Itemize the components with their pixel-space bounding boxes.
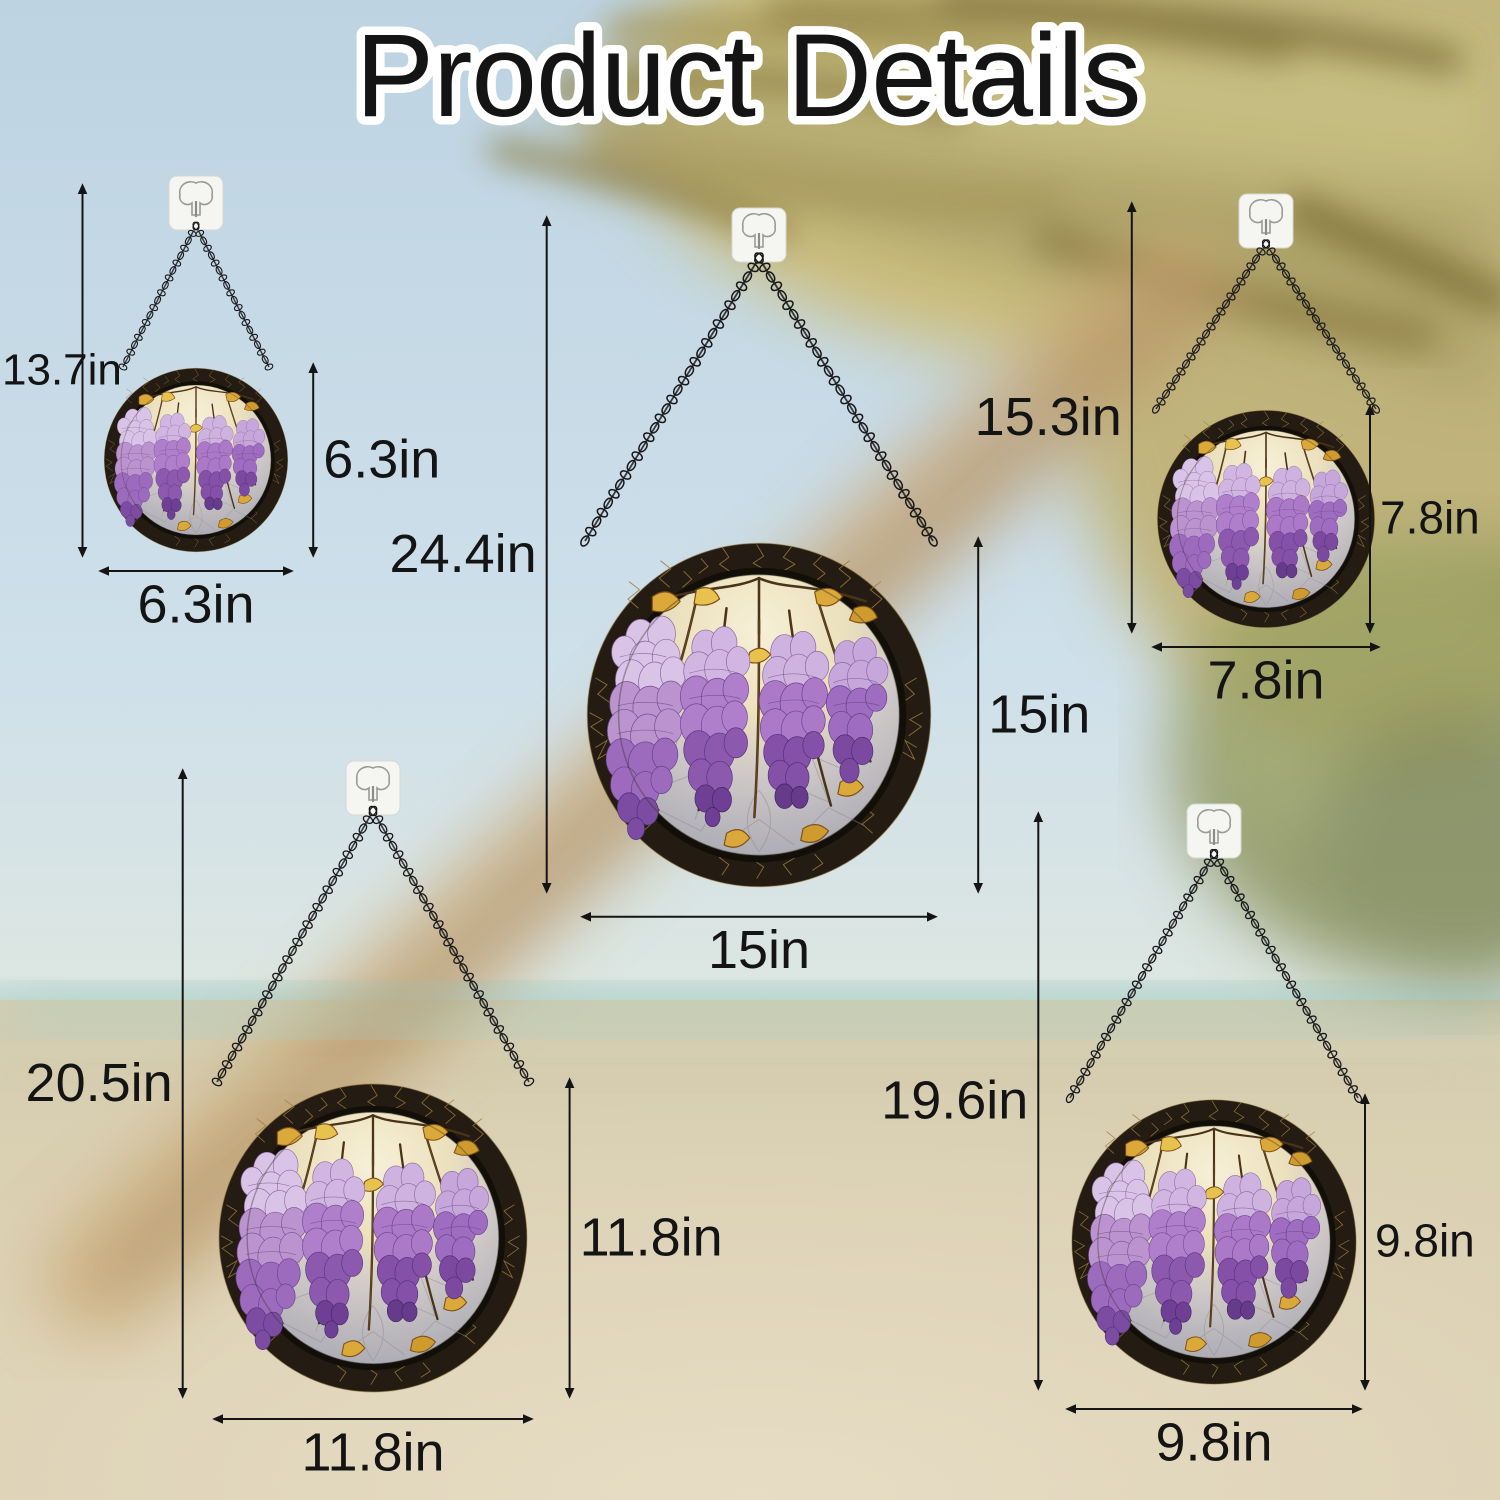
svg-text:15in: 15in (988, 684, 1090, 744)
svg-text:7.8in: 7.8in (1207, 650, 1324, 710)
svg-text:11.8in: 11.8in (301, 1422, 444, 1482)
svg-text:9.8in: 9.8in (1375, 1215, 1475, 1267)
svg-text:20.5in: 20.5in (26, 1053, 173, 1113)
svg-text:13.7in: 13.7in (2, 346, 122, 395)
svg-text:6.3in: 6.3in (323, 429, 440, 489)
svg-text:19.6in: 19.6in (881, 1070, 1028, 1130)
svg-text:9.8in: 9.8in (1155, 1412, 1272, 1472)
svg-text:11.8in: 11.8in (580, 1207, 723, 1267)
svg-text:Product Details: Product Details (355, 10, 1140, 142)
svg-text:6.3in: 6.3in (137, 574, 254, 634)
svg-text:7.8in: 7.8in (1380, 492, 1480, 544)
svg-text:24.4in: 24.4in (390, 524, 537, 584)
svg-text:15in: 15in (708, 920, 810, 980)
svg-text:15.3in: 15.3in (975, 387, 1122, 447)
